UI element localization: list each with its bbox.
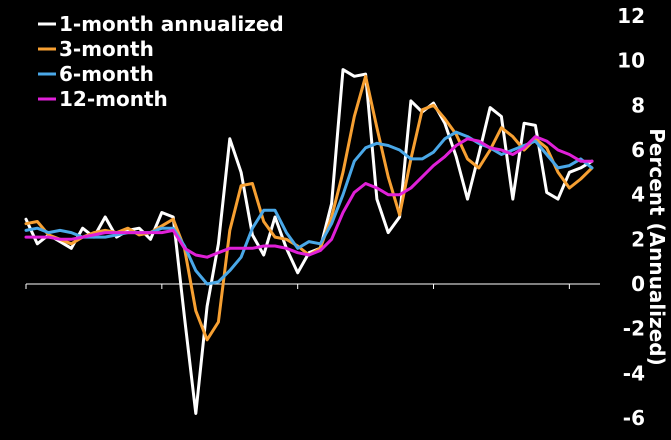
y-tick-label: 2 [631,227,645,251]
y-tick-label: -6 [623,406,645,430]
legend-label: 3-month [59,37,154,61]
y-tick-label: -2 [623,317,645,341]
y-tick-label: -4 [623,361,645,385]
series-line-6-month [24,130,594,286]
series-line-12-month [24,135,594,259]
x-axis-ticks [25,284,570,289]
legend-item: 3-month [38,37,154,61]
legend-label: 6-month [59,62,154,86]
y-tick-label: 4 [631,183,645,207]
plot-area [24,68,594,415]
legend-item: 1-month annualized [38,12,284,36]
legend-item: 6-month [38,62,154,86]
y-tick-label: 0 [631,272,645,296]
y-tick-label: 6 [631,138,645,162]
y-axis: -6 -4 -2 0 2 4 6 8 10 12 [617,4,645,430]
legend-label: 12-month [59,87,168,111]
y-tick-label: 8 [631,93,645,117]
y-tick-label: 10 [617,49,645,73]
legend-item: 12-month [38,87,168,111]
y-tick-label: 12 [617,4,645,28]
legend-label: 1-month annualized [59,12,284,36]
y-axis-title: Percent (Annualized) [645,128,669,365]
